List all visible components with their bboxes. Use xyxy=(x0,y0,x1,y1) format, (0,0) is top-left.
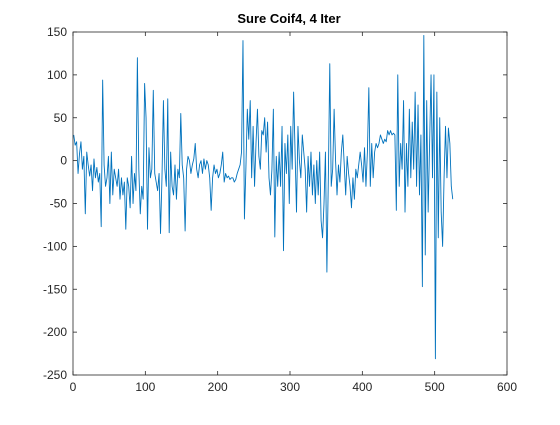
y-tick-label: -50 xyxy=(50,197,68,211)
x-tick-label: 200 xyxy=(208,380,228,394)
axes-box xyxy=(72,31,508,376)
y-tick-label: 100 xyxy=(47,68,67,82)
y-tick-label: -150 xyxy=(43,282,67,296)
y-tick-label: 150 xyxy=(47,25,67,39)
y-tick-label: -200 xyxy=(43,325,67,339)
x-tick-label: 300 xyxy=(280,380,300,394)
x-tick-label: 600 xyxy=(497,380,517,394)
y-tick-label: 0 xyxy=(60,154,67,168)
y-tick-label: -100 xyxy=(43,239,67,253)
series-line-0 xyxy=(73,34,454,360)
series-layer xyxy=(73,34,454,360)
y-tick-label: 50 xyxy=(54,111,68,125)
x-tick-label: 0 xyxy=(70,380,77,394)
y-tick-label: -250 xyxy=(43,368,67,382)
x-tick-label: 400 xyxy=(352,380,372,394)
chart-title: Sure Coif4, 4 Iter xyxy=(237,11,340,26)
x-tick-label: 500 xyxy=(425,380,445,394)
x-tick-label: 100 xyxy=(135,380,155,394)
axis-ticks: 0 100 200 300 400 500 600150100500-50-100-150-… xyxy=(43,25,517,394)
